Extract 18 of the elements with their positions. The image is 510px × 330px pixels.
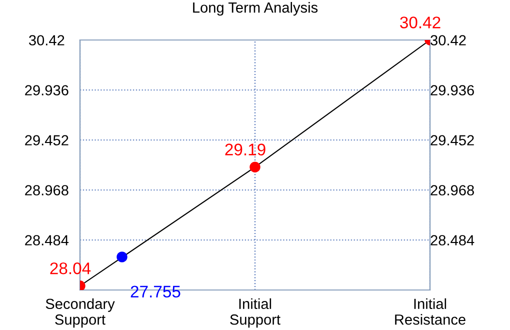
y-tick-label: 30.42 [28,35,64,46]
data-label: 30.42 [400,16,440,28]
y2-tick-label: 29.452 [430,135,474,146]
y2-tick-label: 30.42 [430,35,466,46]
annotation: 27.755 [130,286,180,298]
y-tick-label: 29.936 [25,85,68,96]
x-tick-label: Initial Support [230,298,280,328]
y-tick-label: 28.968 [25,185,68,196]
chart-title: Long Term Analysis [193,2,318,16]
y2-tick-label: 29.936 [430,85,474,96]
y-tick-label: 28.484 [25,235,69,246]
x-tick-label: Initial Resistance [395,298,466,325]
y-tick-label: 29.452 [25,135,68,146]
y2-tick-label: 28.968 [430,185,474,196]
y2-tick-label: 28.484 [430,235,474,246]
data-label: 28.04 [50,262,91,274]
data-label: 29.19 [225,144,266,156]
x-tick-label: Secondary Support [46,298,115,328]
